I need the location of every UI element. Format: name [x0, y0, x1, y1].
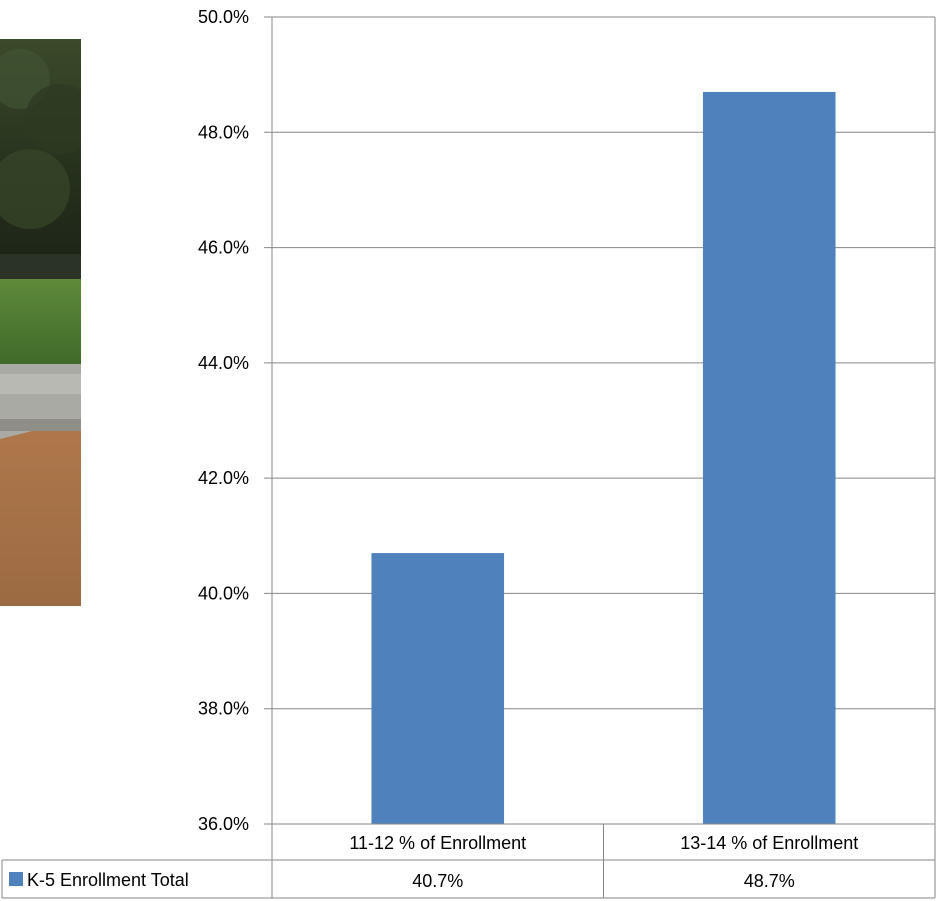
y-tick-label: 48.0% [198, 122, 249, 142]
data-table: 11-12 % of Enrollment 13-14 % of Enrollme… [1, 17, 936, 899]
data-table-lines [1, 17, 936, 899]
y-tick-label: 46.0% [198, 238, 249, 258]
category-labels: 11-12 % of Enrollment 13-14 % of Enrollme… [349, 833, 858, 853]
legend-key [9, 872, 23, 886]
value-label: 48.7% [744, 871, 795, 891]
y-tick-label: 44.0% [198, 353, 249, 373]
y-axis-tick-labels: 36.0% 38.0% 40.0% 42.0% 44.0% 46.0% 48.0% 50.0% [198, 7, 249, 834]
y-tick-label: 38.0% [198, 699, 249, 719]
bar [702, 91, 836, 824]
bars [371, 91, 836, 824]
background-photo [0, 39, 81, 606]
bar [371, 553, 505, 824]
y-tick-label: 50.0% [198, 7, 249, 27]
y-tick-label: 40.0% [198, 583, 249, 603]
category-label: 13-14 % of Enrollment [680, 833, 858, 853]
y-tick-label: 42.0% [198, 468, 249, 488]
category-label: 11-12 % of Enrollment [349, 833, 526, 853]
value-label: 40.7% [412, 871, 463, 891]
value-labels: 40.7% 48.7% [412, 871, 795, 891]
y-tick-label: 36.0% [198, 814, 249, 834]
legend-label: K-5 Enrollment Total [27, 870, 189, 890]
